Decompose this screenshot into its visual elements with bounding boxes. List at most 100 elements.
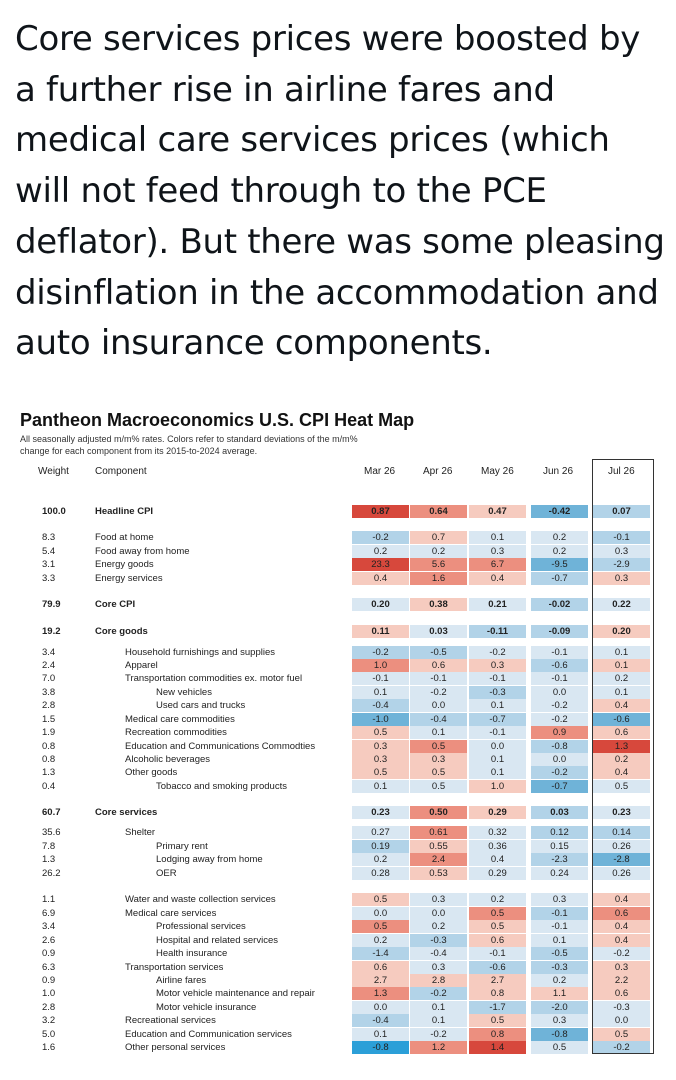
heatmap-cell: 0.2 bbox=[410, 545, 467, 558]
heatmap-row: 3.8 New vehicles 0.1 -0.2 -0.3 0.0 0.1 bbox=[0, 686, 676, 699]
heatmap-cell: 0.2 bbox=[531, 974, 588, 987]
heatmap-cell: -0.8 bbox=[352, 1041, 409, 1054]
heatmap-cell: 0.4 bbox=[593, 766, 650, 779]
heatmap-cell: 0.9 bbox=[531, 726, 588, 739]
heatmap-cell: -1.0 bbox=[352, 713, 409, 726]
heatmap-cell: 0.3 bbox=[593, 545, 650, 558]
heatmap-cell: -1.4 bbox=[352, 947, 409, 960]
weight-cell: 6.3 bbox=[42, 962, 56, 973]
heatmap-cell: 0.19 bbox=[352, 840, 409, 853]
heatmap-cell: 0.0 bbox=[469, 740, 526, 753]
heatmap-cell: 0.5 bbox=[593, 780, 650, 793]
heatmap-cell: -0.42 bbox=[531, 505, 588, 518]
heatmap-cell: 0.7 bbox=[410, 531, 467, 544]
heatmap-cell: 0.55 bbox=[410, 840, 467, 853]
heatmap-cell: -0.2 bbox=[410, 1028, 467, 1041]
heatmap-cell: -0.6 bbox=[469, 961, 526, 974]
component-label: Alcoholic beverages bbox=[125, 754, 211, 765]
heatmap-cell: -0.2 bbox=[352, 646, 409, 659]
heatmap-cell: 0.5 bbox=[469, 1014, 526, 1027]
heatmap-cell: 0.87 bbox=[352, 505, 409, 518]
heatmap-row: 0.9 Airline fares 2.7 2.8 2.7 0.2 2.2 bbox=[0, 974, 676, 987]
heatmap-cell: -0.1 bbox=[410, 672, 467, 685]
heatmap-cell: -0.3 bbox=[593, 1001, 650, 1014]
heatmap-cell: 0.4 bbox=[593, 893, 650, 906]
weight-cell: 7.0 bbox=[42, 673, 56, 684]
component-label: Used cars and trucks bbox=[156, 700, 246, 711]
weight-cell: 0.8 bbox=[42, 741, 56, 752]
heatmap-row: 7.8 Primary rent 0.19 0.55 0.36 0.15 0.26 bbox=[0, 840, 676, 853]
heatmap-cell: 0.8 bbox=[469, 987, 526, 1000]
heatmap-cell: 0.1 bbox=[593, 646, 650, 659]
heatmap-row: 3.4 Household furnishings and supplies -0.… bbox=[0, 646, 676, 659]
heatmap-cell: 0.3 bbox=[593, 961, 650, 974]
heatmap-row: 0.4 Tobacco and smoking products 0.1 0.5 1.0… bbox=[0, 780, 676, 793]
heatmap-cell: -0.4 bbox=[410, 713, 467, 726]
month-header-mar: Mar 26 bbox=[364, 466, 396, 477]
heatmap-cell: 0.4 bbox=[469, 853, 526, 866]
component-label: Education and Communications Commodties bbox=[125, 741, 316, 752]
heatmap-row: 0.8 Education and Communications Commodti… bbox=[0, 740, 676, 753]
heatmap-cell: 0.4 bbox=[469, 572, 526, 585]
heatmap-cell: 0.03 bbox=[531, 806, 588, 819]
heatmap-cell: 0.2 bbox=[410, 920, 467, 933]
heatmap-cell: 0.29 bbox=[469, 806, 526, 819]
weight-cell: 8.3 bbox=[42, 532, 56, 543]
month-header-jun: Jun 26 bbox=[543, 466, 574, 477]
heatmap-cell: 0.1 bbox=[410, 1014, 467, 1027]
heatmap-cell: 0.2 bbox=[352, 853, 409, 866]
component-label: Transportation services bbox=[125, 962, 224, 973]
weight-cell: 60.7 bbox=[42, 807, 61, 818]
heatmap-row: 3.1 Energy goods 23.3 5.6 6.7 -9.5 -2.9 bbox=[0, 558, 676, 571]
heatmap-cell: 2.8 bbox=[410, 974, 467, 987]
heatmap-title: Pantheon Macroeconomics U.S. CPI Heat Ma… bbox=[20, 410, 415, 430]
heatmap-cell: 0.61 bbox=[410, 826, 467, 839]
heatmap-cell: -0.1 bbox=[593, 531, 650, 544]
heatmap-cell: 0.5 bbox=[352, 893, 409, 906]
heatmap-cell: -0.2 bbox=[410, 987, 467, 1000]
heatmap-cell: 0.23 bbox=[593, 806, 650, 819]
component-label: Core goods bbox=[95, 626, 148, 637]
heatmap-row: 2.4 Apparel 1.0 0.6 0.3 -0.6 0.1 bbox=[0, 659, 676, 672]
heatmap-cell: 0.32 bbox=[469, 826, 526, 839]
heatmap-cell: -0.2 bbox=[531, 699, 588, 712]
heatmap-cell: -2.8 bbox=[593, 853, 650, 866]
heatmap-cell: 1.3 bbox=[593, 740, 650, 753]
component-label: Primary rent bbox=[156, 841, 208, 852]
heatmap-row: 19.2 Core goods 0.11 0.03 -0.11 -0.09 0.20 bbox=[0, 625, 676, 638]
heatmap-cell: 0.6 bbox=[593, 987, 650, 1000]
heatmap-cell: 0.3 bbox=[531, 1014, 588, 1027]
heatmap-cell: 0.50 bbox=[410, 806, 467, 819]
weight-cell: 2.8 bbox=[42, 700, 56, 711]
heatmap-row: 1.1 Water and waste collection services 0.… bbox=[0, 893, 676, 906]
heatmap-cell: -0.5 bbox=[410, 646, 467, 659]
heatmap-cell: 0.4 bbox=[593, 699, 650, 712]
heatmap-cell: -2.0 bbox=[531, 1001, 588, 1014]
heatmap-cell: 0.26 bbox=[593, 840, 650, 853]
weight-cell: 1.9 bbox=[42, 727, 56, 738]
component-label: Food away from home bbox=[95, 546, 190, 557]
weight-cell: 0.8 bbox=[42, 754, 56, 765]
heatmap-cell: 0.2 bbox=[593, 753, 650, 766]
component-label: Recreational services bbox=[125, 1015, 216, 1026]
heatmap-row: 1.6 Other personal services -0.8 1.2 1.4 0.5-… bbox=[0, 1041, 676, 1054]
heatmap-cell: -0.2 bbox=[593, 947, 650, 960]
heatmap-cell: 0.3 bbox=[410, 893, 467, 906]
weight-cell: 2.4 bbox=[42, 660, 56, 671]
component-label: Energy goods bbox=[95, 559, 154, 570]
heatmap-cell: -0.7 bbox=[531, 572, 588, 585]
component-label: Apparel bbox=[125, 660, 158, 671]
heatmap-cell: 2.2 bbox=[593, 974, 650, 987]
heatmap-cell: -0.11 bbox=[469, 625, 526, 638]
heatmap-cell: 0.21 bbox=[469, 598, 526, 611]
heatmap-cell: 0.0 bbox=[352, 1001, 409, 1014]
heatmap-cell: -0.4 bbox=[410, 947, 467, 960]
heatmap-cell: 0.0 bbox=[410, 907, 467, 920]
heatmap-cell: 0.1 bbox=[531, 934, 588, 947]
heatmap-cell: 0.2 bbox=[352, 934, 409, 947]
heatmap-cell: 0.1 bbox=[469, 766, 526, 779]
component-label: Food at home bbox=[95, 532, 154, 543]
heatmap-row: 1.9 Recreation commodities 0.5 0.1 -0.1 0.9 0.… bbox=[0, 726, 676, 739]
heatmap-cell: 1.0 bbox=[469, 780, 526, 793]
heatmap-cell: 0.1 bbox=[410, 726, 467, 739]
